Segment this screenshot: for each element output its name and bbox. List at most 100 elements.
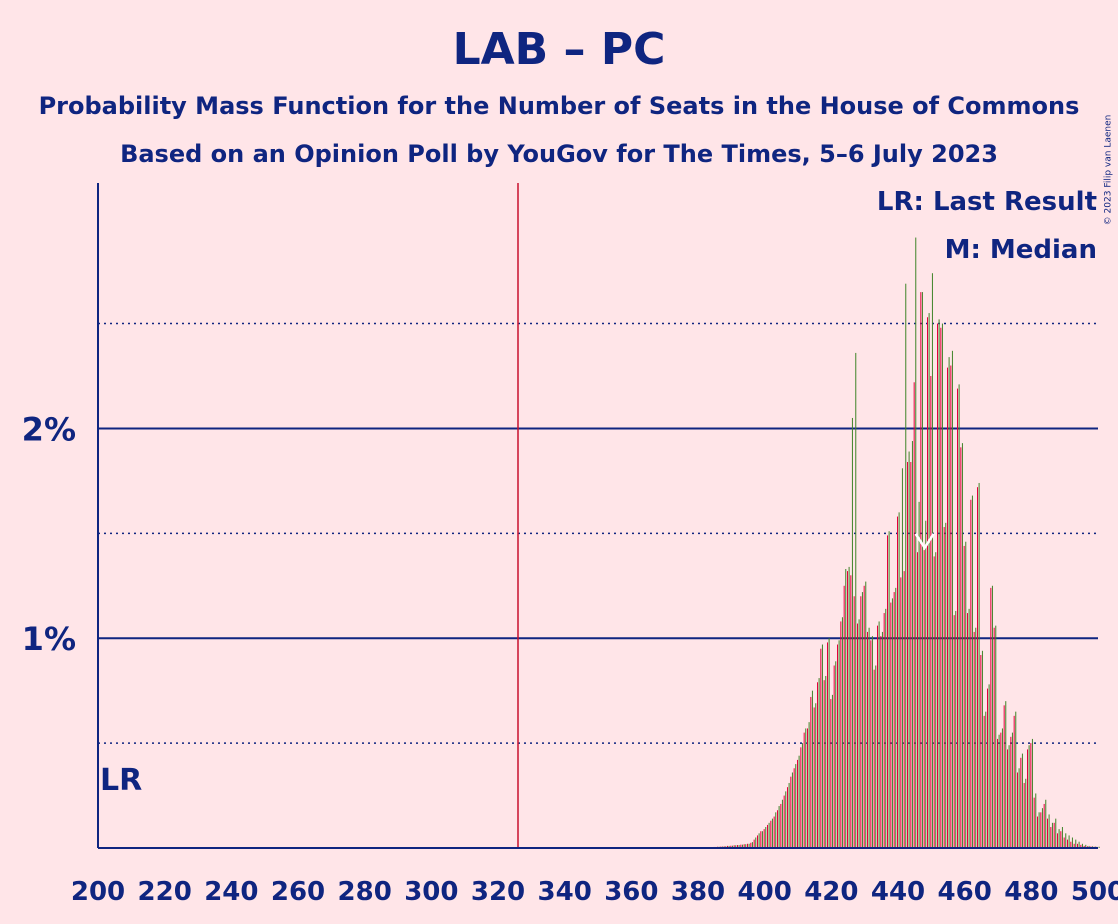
bar — [820, 648, 822, 848]
bar — [977, 487, 978, 848]
bar — [930, 375, 932, 848]
bar — [880, 636, 882, 848]
bar — [793, 768, 795, 848]
bar — [913, 382, 915, 848]
bar — [1031, 738, 1033, 848]
bar — [1071, 837, 1073, 848]
bar — [875, 665, 877, 848]
bar — [858, 619, 860, 848]
bar — [787, 787, 788, 848]
bar — [890, 602, 892, 848]
chart-subtitle-line1: Probability Mass Function for the Number… — [38, 92, 1080, 120]
median-marker — [914, 533, 935, 551]
bar — [968, 608, 970, 848]
bar — [825, 675, 827, 848]
bar — [745, 844, 747, 848]
x-tick-label: 380 — [671, 877, 725, 907]
bar — [845, 568, 847, 848]
bar — [971, 495, 973, 848]
bar — [1088, 845, 1090, 848]
bar — [957, 388, 958, 848]
bar — [1021, 753, 1023, 848]
bar — [928, 313, 930, 848]
bar — [783, 795, 785, 848]
bar — [1073, 843, 1075, 848]
x-tick-label: 480 — [1004, 877, 1058, 907]
bar — [847, 571, 848, 848]
bar — [737, 845, 738, 848]
bar — [1023, 782, 1025, 848]
bar — [851, 417, 853, 848]
bar — [837, 644, 838, 848]
bar — [800, 747, 802, 848]
bar — [955, 610, 957, 848]
x-tick-label: 460 — [938, 877, 992, 907]
bar — [750, 842, 752, 848]
bar — [835, 661, 837, 848]
bar — [915, 237, 917, 848]
bar — [961, 443, 963, 848]
bar — [978, 482, 980, 848]
bar — [907, 462, 908, 848]
bar — [807, 728, 808, 848]
bar — [918, 501, 920, 848]
bar — [767, 824, 768, 848]
bar — [1005, 701, 1007, 848]
bar — [803, 732, 805, 848]
bar — [743, 844, 745, 848]
bar — [818, 678, 820, 848]
x-tick-label: 500 — [1071, 877, 1118, 907]
bar — [751, 842, 753, 848]
bar — [777, 810, 778, 848]
bar — [903, 571, 905, 848]
bar — [841, 617, 843, 848]
bar — [940, 327, 942, 848]
bar — [1080, 844, 1082, 848]
bar — [1063, 837, 1065, 848]
bar — [1057, 833, 1058, 848]
bar — [810, 696, 812, 848]
bar — [948, 357, 950, 848]
bar — [1013, 715, 1015, 848]
bar — [808, 722, 810, 848]
bar — [728, 845, 730, 848]
bar — [865, 581, 867, 848]
bar — [727, 845, 728, 848]
bar — [768, 822, 770, 848]
bar — [861, 592, 863, 848]
x-tick-label: 200 — [71, 877, 125, 907]
bar — [1000, 732, 1002, 848]
bar — [1030, 743, 1032, 848]
bar — [755, 837, 757, 848]
bar — [735, 845, 737, 848]
bar — [778, 806, 780, 848]
bar — [888, 531, 890, 848]
bar — [1053, 822, 1055, 848]
bar — [985, 711, 987, 848]
bar — [945, 522, 947, 848]
bar — [1020, 757, 1022, 848]
bar — [1065, 833, 1067, 848]
bar — [933, 556, 935, 848]
last-result-label: LR — [100, 763, 142, 798]
bar — [831, 694, 833, 848]
bar — [747, 843, 748, 848]
bar — [1017, 772, 1018, 848]
bar — [730, 845, 732, 848]
x-tick-label: 340 — [538, 877, 592, 907]
bar — [731, 845, 733, 848]
bar — [1043, 803, 1045, 848]
bar — [1058, 829, 1060, 848]
x-tick-label: 440 — [871, 877, 925, 907]
bar — [973, 631, 975, 848]
bar — [785, 791, 787, 848]
bar — [997, 738, 998, 848]
bar — [801, 743, 803, 848]
bar — [998, 734, 1000, 848]
bar — [781, 799, 783, 848]
bar — [917, 552, 918, 848]
bar — [1077, 843, 1078, 848]
bar — [798, 755, 800, 848]
bar — [828, 638, 830, 848]
